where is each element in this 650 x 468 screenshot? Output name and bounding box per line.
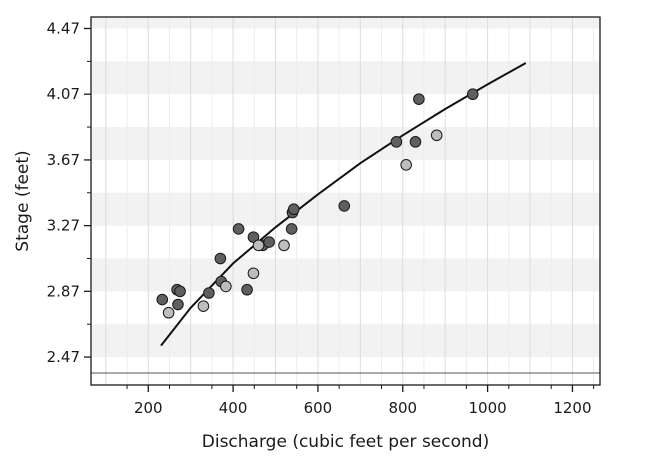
x-tick-label: 600 [304,399,333,417]
y-tick-label: 4.47 [47,20,80,38]
data-point-dark [232,223,245,235]
y-axis-title: Stage (feet) [13,150,33,251]
data-point-dark [247,231,260,243]
x-axis: 200 400 600 800 1000 1200 [126,385,595,417]
plot-frame [90,16,601,386]
grid-bands [91,17,600,358]
x-tick-label: 1000 [469,399,507,417]
data-point-dark [285,223,298,235]
data-point-dark [214,252,227,265]
data-point-dark [203,287,215,299]
data-points [156,88,479,319]
y-tick-label: 2.87 [47,282,80,300]
data-point-light [220,280,232,293]
grid-band [91,127,600,160]
data-point-light [197,300,210,312]
data-point-light [278,239,290,252]
grid-band [91,17,600,29]
grid-band [91,258,600,292]
x-tick-label: 1200 [553,399,591,417]
data-point-light [400,159,412,171]
grid-band [91,324,600,358]
y-tick-label: 3.67 [47,151,80,169]
x-tick-label: 800 [388,399,417,417]
data-point-light [252,239,265,252]
grid-band [91,61,600,95]
data-point-dark [263,236,275,248]
x-tick-label: 400 [219,399,248,417]
data-point-light [247,267,260,280]
x-tick-label: 200 [134,399,163,417]
data-point-light [162,306,175,319]
y-tick-label: 2.47 [47,348,80,366]
data-point-dark [390,136,403,148]
data-point-dark [338,200,351,212]
data-point-dark [241,283,253,296]
data-point-dark [287,203,300,216]
rating-curve-line [160,62,527,347]
vertical-gridlines [91,17,600,385]
y-tick-label: 4.07 [47,85,80,103]
data-point-dark [172,298,184,311]
y-axis: 2.47 2.87 3.27 3.67 4.07 4.47 [47,20,91,366]
data-point-light [430,129,443,142]
x-axis-title: Discharge (cubic feet per second) [202,432,489,452]
data-point-dark [409,136,422,148]
y-tick-label: 3.27 [47,217,80,235]
data-point-dark [156,293,169,306]
data-point-dark [466,88,479,101]
data-point-dark [413,93,425,105]
data-point-dark [174,285,186,298]
